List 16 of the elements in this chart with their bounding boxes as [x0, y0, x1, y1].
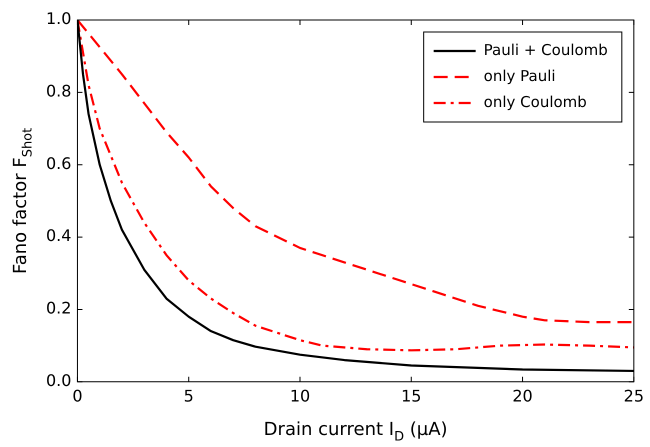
y-tick-label: 0.0: [46, 370, 72, 390]
y-tick-label: 0.6: [46, 154, 72, 173]
y-tick-label: 1.0: [46, 9, 72, 28]
x-tick-label: 15: [401, 386, 422, 406]
y-tick-label: 0.8: [46, 82, 72, 101]
legend-label: Pauli + Coulomb: [484, 40, 608, 59]
y-axis-title: Fano factor FShot: [10, 128, 36, 274]
x-tick-label: 25: [624, 386, 644, 406]
x-tick-label: 5: [184, 386, 194, 406]
legend-label: only Pauli: [484, 66, 556, 85]
x-tick-label: 10: [290, 386, 310, 406]
x-tick-label: 0: [72, 386, 83, 406]
y-tick-label: 0.4: [46, 226, 72, 246]
y-tick-label: 0.2: [46, 298, 72, 318]
legend-label: only Coulomb: [484, 92, 587, 111]
x-tick-label: 20: [512, 386, 533, 406]
